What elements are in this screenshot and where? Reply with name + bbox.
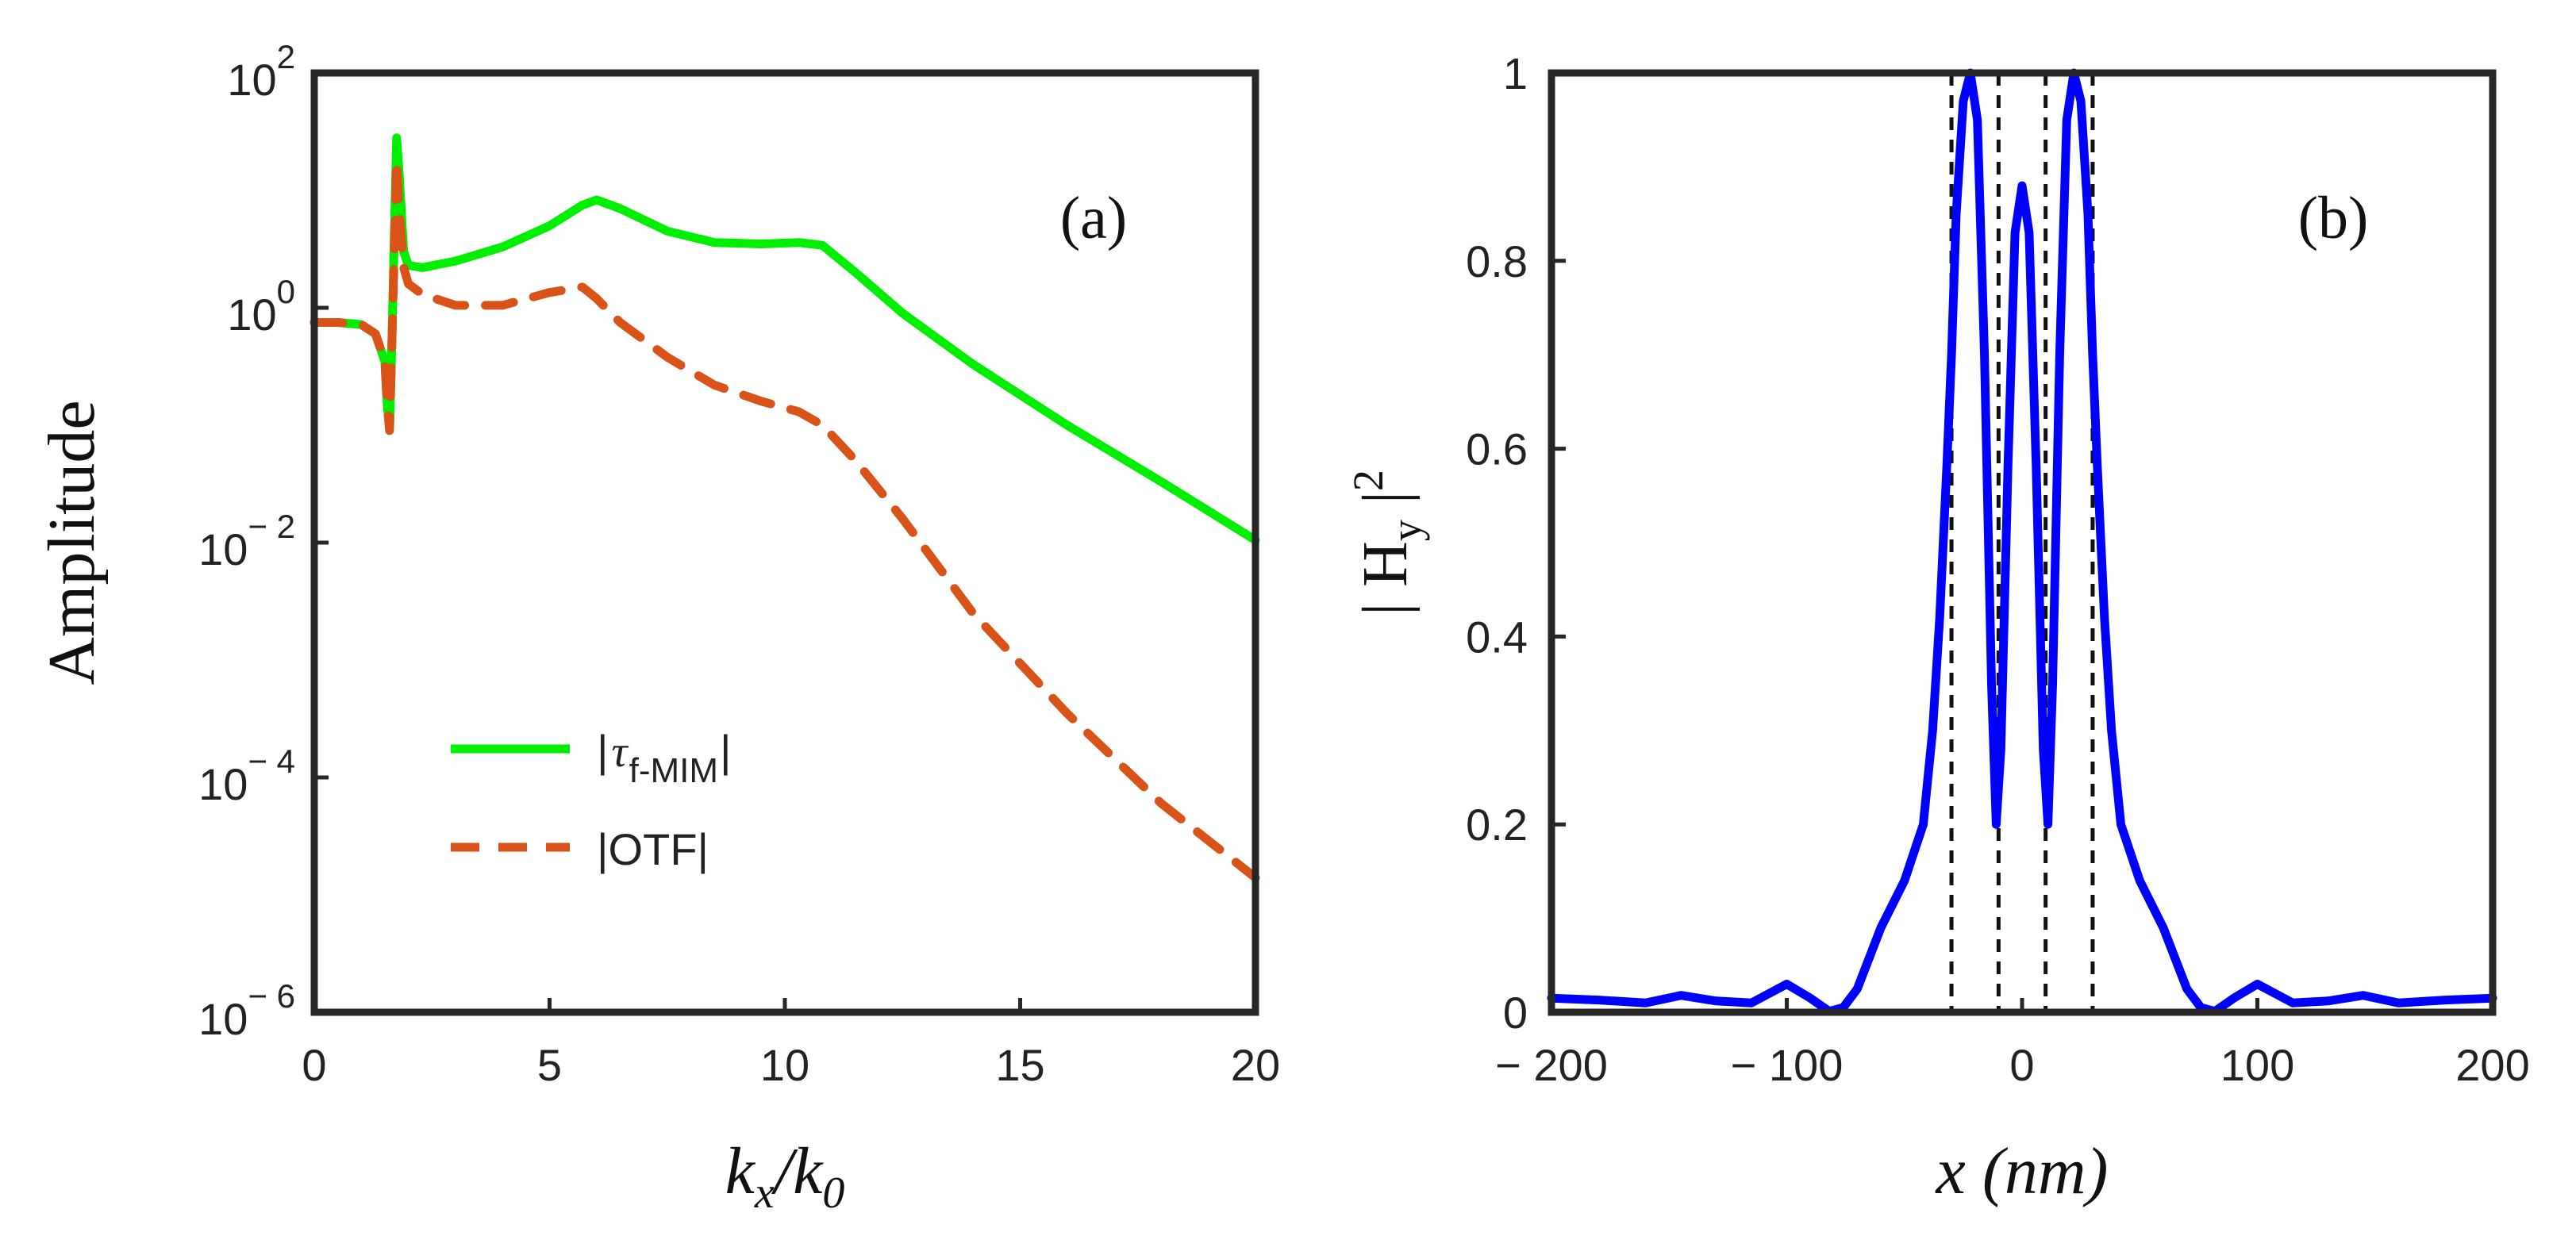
x-tick-label-b: 0	[2009, 1040, 2034, 1090]
y-tick-label-b: 0.4	[1466, 612, 1528, 662]
legend-label-tau: |τf-MIM|	[597, 726, 732, 790]
y-axis-label-b: | Hy |2	[1344, 470, 1430, 616]
y-tick-label-b: 0	[1503, 988, 1528, 1038]
x-tick-label-a: 15	[995, 1040, 1044, 1090]
y-tick-label-a: 100	[227, 273, 295, 340]
series-line-a-otf	[310, 155, 1260, 882]
y-axis-label-a: Amplitude	[35, 400, 109, 685]
y-tick-label-b: 0.8	[1466, 236, 1528, 286]
series-layer-b	[1547, 68, 2497, 1016]
y-tick-label-a: 10− 6	[198, 977, 295, 1044]
x-tick-label-b: 100	[2220, 1040, 2294, 1090]
tick-layer-b: − 200 − 100 0 100 200 0 0.2 0.4 0.6 0.8 1	[1466, 48, 2530, 1090]
series-line-a-tau-fmim	[310, 133, 1260, 545]
x-tick-label-a: 5	[537, 1040, 562, 1090]
series-layer-a	[310, 133, 1260, 882]
series-line-b-hy	[1547, 68, 2497, 1016]
x-tick-label-b: − 200	[1495, 1040, 1608, 1090]
y-tick-label-b: 1	[1503, 48, 1528, 98]
panel-label-a: (a)	[1060, 185, 1127, 251]
x-axis-label-a: kx/k0	[725, 1134, 845, 1218]
x-tick-label-a: 10	[760, 1040, 809, 1090]
y-tick-label-b: 0.2	[1466, 800, 1528, 850]
x-tick-label-a: 0	[302, 1040, 326, 1090]
x-axis-label-b: x (nm)	[1935, 1134, 2109, 1208]
y-tick-label-a: 10− 4	[198, 743, 295, 809]
y-tick-label-a: 10− 2	[198, 508, 295, 574]
y-tick-label-a: 102	[227, 38, 295, 105]
chart-panel-b: − 200 − 100 0 100 200 0 0.2 0.4 0.6 0.8 1 (b) | Hy…	[1344, 48, 2530, 1208]
x-tick-label-a: 20	[1231, 1040, 1280, 1090]
y-tick-label-b: 0.6	[1466, 424, 1528, 474]
x-tick-label-b: − 100	[1731, 1040, 1844, 1090]
panel-label-b: (b)	[2298, 185, 2369, 251]
legend-label-otf: |OTF|	[597, 824, 709, 874]
chart-panel-a: 0 5 10 15 20 10− 6 10− 4 10− 2 100 102 (a) |τf-MI…	[35, 38, 1280, 1218]
x-tick-label-b: 200	[2455, 1040, 2529, 1090]
tick-layer-a: 0 5 10 15 20 10− 6 10− 4 10− 2 100 102	[198, 38, 1280, 1090]
